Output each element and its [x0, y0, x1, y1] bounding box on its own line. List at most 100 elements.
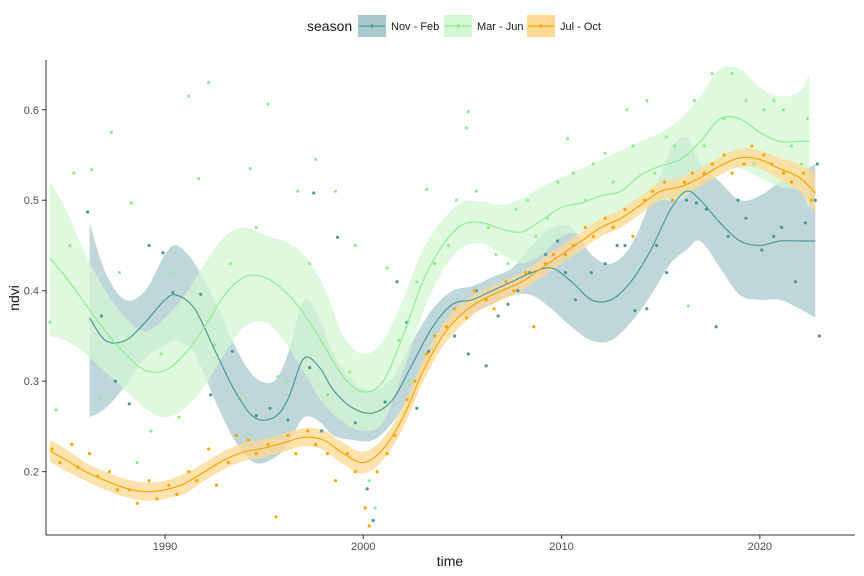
data-point-nov-feb	[415, 406, 419, 410]
data-point-mar-jun	[48, 320, 52, 324]
data-point-jul-oct	[294, 452, 298, 456]
data-point-mar-jun	[109, 130, 113, 134]
legend-title: season	[307, 18, 352, 34]
data-point-nov-feb	[496, 314, 500, 318]
data-point-mar-jun	[534, 234, 538, 238]
y-tick-label: 0.6	[24, 105, 39, 117]
data-point-jul-oct	[234, 433, 238, 438]
data-point-nov-feb	[371, 518, 375, 523]
data-point-mar-jun	[789, 144, 794, 148]
data-point-nov-feb	[633, 309, 637, 313]
data-point-jul-oct	[611, 225, 615, 229]
data-point-nov-feb	[714, 325, 718, 329]
data-point-nov-feb	[815, 162, 819, 166]
data-point-nov-feb	[516, 289, 520, 293]
data-point-nov-feb	[320, 429, 324, 433]
data-point-mar-jun	[799, 162, 804, 166]
legend-item-jul-oct: Jul - Oct	[527, 15, 601, 37]
data-point-jul-oct	[750, 144, 754, 148]
data-point-jul-oct	[70, 442, 74, 447]
data-point-mar-jun	[228, 262, 232, 266]
confidence-bands	[50, 66, 816, 501]
data-point-mar-jun	[326, 393, 330, 397]
data-point-mar-jun	[117, 271, 121, 275]
data-point-jul-oct	[195, 479, 199, 483]
data-point-nov-feb	[254, 414, 258, 418]
data-point-jul-oct	[492, 307, 496, 311]
data-point-jul-oct	[762, 153, 766, 157]
data-point-jul-oct	[690, 171, 695, 175]
data-point-jul-oct	[393, 433, 397, 438]
data-point-jul-oct	[58, 461, 62, 465]
data-point-mar-jun	[54, 408, 58, 412]
data-point-nov-feb	[484, 364, 488, 368]
data-point-nov-feb	[573, 298, 578, 302]
data-point-mar-jun	[744, 99, 748, 103]
data-point-mar-jun	[645, 99, 649, 103]
data-point-nov-feb	[589, 271, 593, 275]
data-point-nov-feb	[603, 262, 607, 266]
data-point-mar-jun	[526, 198, 530, 202]
data-point-nov-feb	[803, 221, 808, 225]
data-point-jul-oct	[472, 289, 476, 293]
data-point-nov-feb	[86, 210, 90, 214]
confidence-band-mar-jun	[50, 66, 810, 432]
smooth-line-jul-oct	[49, 156, 816, 493]
data-point-jul-oct	[722, 153, 726, 157]
data-point-nov-feb	[383, 400, 387, 404]
data-point-mar-jun	[207, 81, 211, 85]
data-point-mar-jun	[611, 180, 615, 184]
data-point-jul-oct	[809, 198, 814, 202]
data-point-mar-jun	[673, 144, 677, 148]
axes: time ndvi 1990 2000 2010 2020 0.2 0.3 0.4 0.5 0.…	[6, 60, 855, 569]
data-point-nov-feb	[365, 487, 369, 491]
data-point-nov-feb	[563, 271, 568, 275]
data-point-mar-jun	[546, 216, 550, 220]
data-point-mar-jun	[454, 198, 458, 202]
data-point-jul-oct	[663, 180, 667, 184]
data-point-jul-oct	[452, 307, 457, 311]
data-point-mar-jun	[212, 343, 217, 347]
data-point-mar-jun	[494, 252, 498, 257]
data-point-mar-jun	[169, 271, 173, 275]
data-point-nov-feb	[793, 280, 798, 284]
legend-key-point	[370, 24, 374, 28]
data-point-nov-feb	[268, 406, 272, 410]
data-point-jul-oct	[484, 298, 488, 302]
data-point-nov-feb	[655, 243, 659, 248]
y-tick-label: 0.3	[24, 376, 39, 388]
data-point-mar-jun	[591, 162, 595, 166]
data-point-mar-jun	[425, 187, 429, 191]
data-point-mar-jun	[730, 72, 734, 76]
data-point-mar-jun	[367, 479, 371, 483]
data-point-jul-oct	[50, 447, 54, 451]
data-point-jul-oct	[742, 162, 746, 166]
data-point-nov-feb	[623, 243, 627, 248]
data-point-mar-jun	[486, 225, 490, 229]
data-point-nov-feb	[684, 198, 689, 202]
scatter-points	[48, 72, 821, 528]
data-point-jul-oct	[413, 379, 417, 383]
data-point-mar-jun	[347, 370, 351, 374]
data-point-jul-oct	[286, 433, 290, 438]
data-point-jul-oct	[512, 289, 516, 293]
data-point-jul-oct	[147, 479, 151, 483]
data-point-jul-oct	[532, 325, 536, 329]
x-tick-label: 2000	[351, 541, 375, 553]
data-point-jul-oct	[623, 207, 627, 211]
data-point-jul-oct	[583, 225, 587, 229]
data-point-mar-jun	[710, 72, 714, 76]
data-point-mar-jun	[308, 262, 312, 266]
data-point-jul-oct	[671, 198, 675, 202]
data-point-mar-jun	[129, 201, 133, 205]
data-point-jul-oct	[135, 501, 139, 505]
data-point-nov-feb	[395, 280, 399, 284]
legend-item-nov-feb: Nov - Feb	[358, 15, 439, 37]
data-point-nov-feb	[147, 243, 151, 248]
data-point-nov-feb	[113, 379, 117, 383]
data-point-nov-feb	[645, 307, 649, 311]
data-point-jul-oct	[730, 171, 734, 175]
data-point-nov-feb	[353, 421, 357, 425]
data-point-jul-oct	[107, 470, 112, 474]
